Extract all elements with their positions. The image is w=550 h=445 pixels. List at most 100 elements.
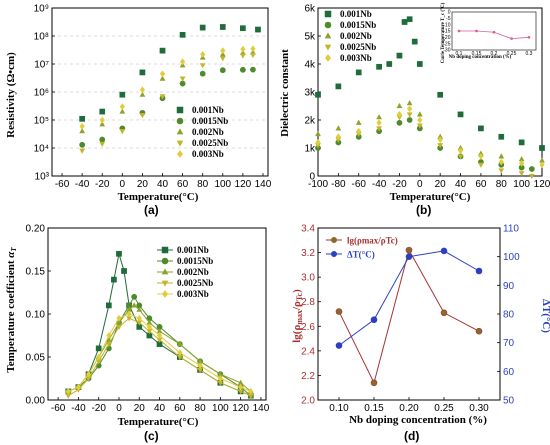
panel-c-point [248, 388, 254, 395]
inset-ytick-label: -15 [443, 29, 450, 35]
panel-b-legend-label: 0.0015Nb [340, 20, 376, 30]
panel-b-ytick-label: 1k [304, 144, 316, 155]
panel-a-point [159, 70, 166, 78]
panel-c-legend-marker [162, 290, 168, 298]
panel-d-right-ytick-label: 60 [503, 367, 515, 378]
panel-a-xtick-label: -20 [95, 179, 110, 190]
panel-a-point [199, 70, 206, 77]
panel-c-legend-label: 0.0015Nb [177, 256, 213, 266]
panel-a-ytick-label: 10³ [35, 172, 50, 183]
panel-a-point [119, 129, 126, 135]
panel-d-left-ytick-label: 2.4 [301, 346, 315, 357]
panel-a-legend-label: 0.0025Nb [192, 138, 228, 148]
panel-c: Temperature coefficient αT Temperature(°… [5, 224, 270, 444]
panel-b-point [498, 158, 504, 166]
panel-c-point [136, 314, 142, 322]
inset-xlabel: Nb doping concentration (%) [449, 55, 512, 60]
panel-d-point [335, 308, 343, 315]
panel-b-point [376, 126, 382, 132]
panel-a-point [180, 58, 186, 66]
panel-a-point [250, 66, 256, 73]
panel-a-xtick-label: 0 [120, 179, 126, 190]
panel-c-ytick-label: 0.15 [26, 267, 46, 278]
panel-c-point [146, 329, 153, 335]
panel-d-point [335, 342, 343, 349]
panel-d-xlabel: Nb doping concentration (%) [349, 414, 487, 426]
panel-d-ylabel-left: lg(ρmax/ρTc) [291, 289, 304, 343]
panel-c-ylabel-sub: T [10, 247, 18, 252]
panel-c-point [237, 389, 244, 395]
panel-b-point [528, 173, 535, 180]
panel-b-label: (b) [416, 203, 431, 217]
panel-a-point [179, 31, 186, 38]
panel-b-point [457, 147, 464, 155]
panel-b-point [417, 116, 423, 124]
panel-c-point [116, 319, 122, 325]
panel-c-xtick-label: 100 [212, 403, 229, 414]
panel-a-legend-marker [176, 106, 184, 114]
panel-d-xtick-label: 0.10 [329, 403, 349, 414]
panel-c-point [96, 353, 102, 361]
panel-a-point [139, 91, 146, 97]
panel-c-point [116, 324, 122, 331]
panel-c-legend-marker [161, 257, 169, 265]
panel-b-ylabel: Dielectric constant [279, 49, 291, 137]
panel-c-legend-marker [161, 280, 169, 287]
panel-a-xtick-label: 40 [157, 179, 169, 190]
panel-b-point [528, 166, 535, 172]
panel-d-label: (d) [404, 429, 419, 443]
panel-c-series-line [68, 304, 252, 392]
inset-point [492, 31, 496, 34]
panel-a-ytick-label: 10⁷ [34, 60, 49, 71]
panel-b-point [519, 160, 525, 167]
panel-a-legend-label: 0.001Nb [192, 105, 224, 115]
panel-a-point [159, 94, 166, 100]
panel-b-point [518, 171, 525, 177]
panel-b-point [478, 153, 484, 160]
panel-c-xtick-label: -60 [51, 403, 66, 414]
panel-b-point [539, 157, 545, 163]
panel-c-point [116, 250, 122, 257]
panel-c-point [126, 306, 132, 312]
panel-b-xtick-label: -20 [392, 179, 407, 190]
panel-d-left-ytick-label: 3.2 [301, 248, 315, 259]
panel-d-point [405, 253, 413, 260]
panel-b-point [356, 127, 362, 135]
panel-a-ytick-label: 10⁴ [34, 144, 49, 155]
panel-d-xtick-label: 0.15 [364, 403, 384, 414]
panel-b-ytick-label: 6k [304, 4, 316, 15]
panel-d-point [370, 379, 378, 387]
inset-xtick-label: 0.2 [491, 51, 498, 57]
panel-b-legend-marker [325, 54, 331, 62]
inset-xtick-label: 0.25 [507, 51, 517, 57]
panel-a-point [79, 128, 85, 134]
panel-c-point [237, 379, 244, 385]
panel-b-point [457, 154, 464, 160]
panel-b-point [315, 130, 321, 137]
panel-b-xtick-label: 60 [475, 179, 487, 190]
panel-d-xtick-label: 0.30 [469, 403, 489, 414]
panel-b-xlabel: Temperature(°C) [390, 191, 471, 203]
panel-b-xtick-label: -60 [352, 179, 367, 190]
panel-b-point [457, 111, 464, 118]
panel-b-point [406, 112, 413, 118]
panel-c-ylabel: Temperature coefficient αT [5, 247, 18, 373]
panel-d-legend-marker [331, 237, 337, 243]
panel-a-legend-marker [176, 140, 184, 147]
panel-b-point [396, 102, 403, 109]
panel-a-xlabel: Temperature(°C) [118, 191, 199, 203]
panel-c-point [85, 376, 92, 382]
panel-c-xtick-label: 60 [174, 403, 186, 414]
panel-c-legend-label: 0.002Nb [177, 267, 209, 277]
panel-b-point [478, 125, 484, 132]
panel-a-point [139, 86, 146, 94]
panel-a-legend-marker [177, 150, 183, 158]
panel-b-point [478, 162, 484, 168]
panel-a-label: (a) [144, 203, 159, 217]
panel-c-point [238, 383, 244, 391]
panel-b-xtick-label: 120 [534, 179, 550, 190]
panel-b-ytick-label: 4k [304, 60, 316, 71]
panel-c-point [197, 358, 203, 364]
panel-b-legend-marker [324, 32, 332, 39]
